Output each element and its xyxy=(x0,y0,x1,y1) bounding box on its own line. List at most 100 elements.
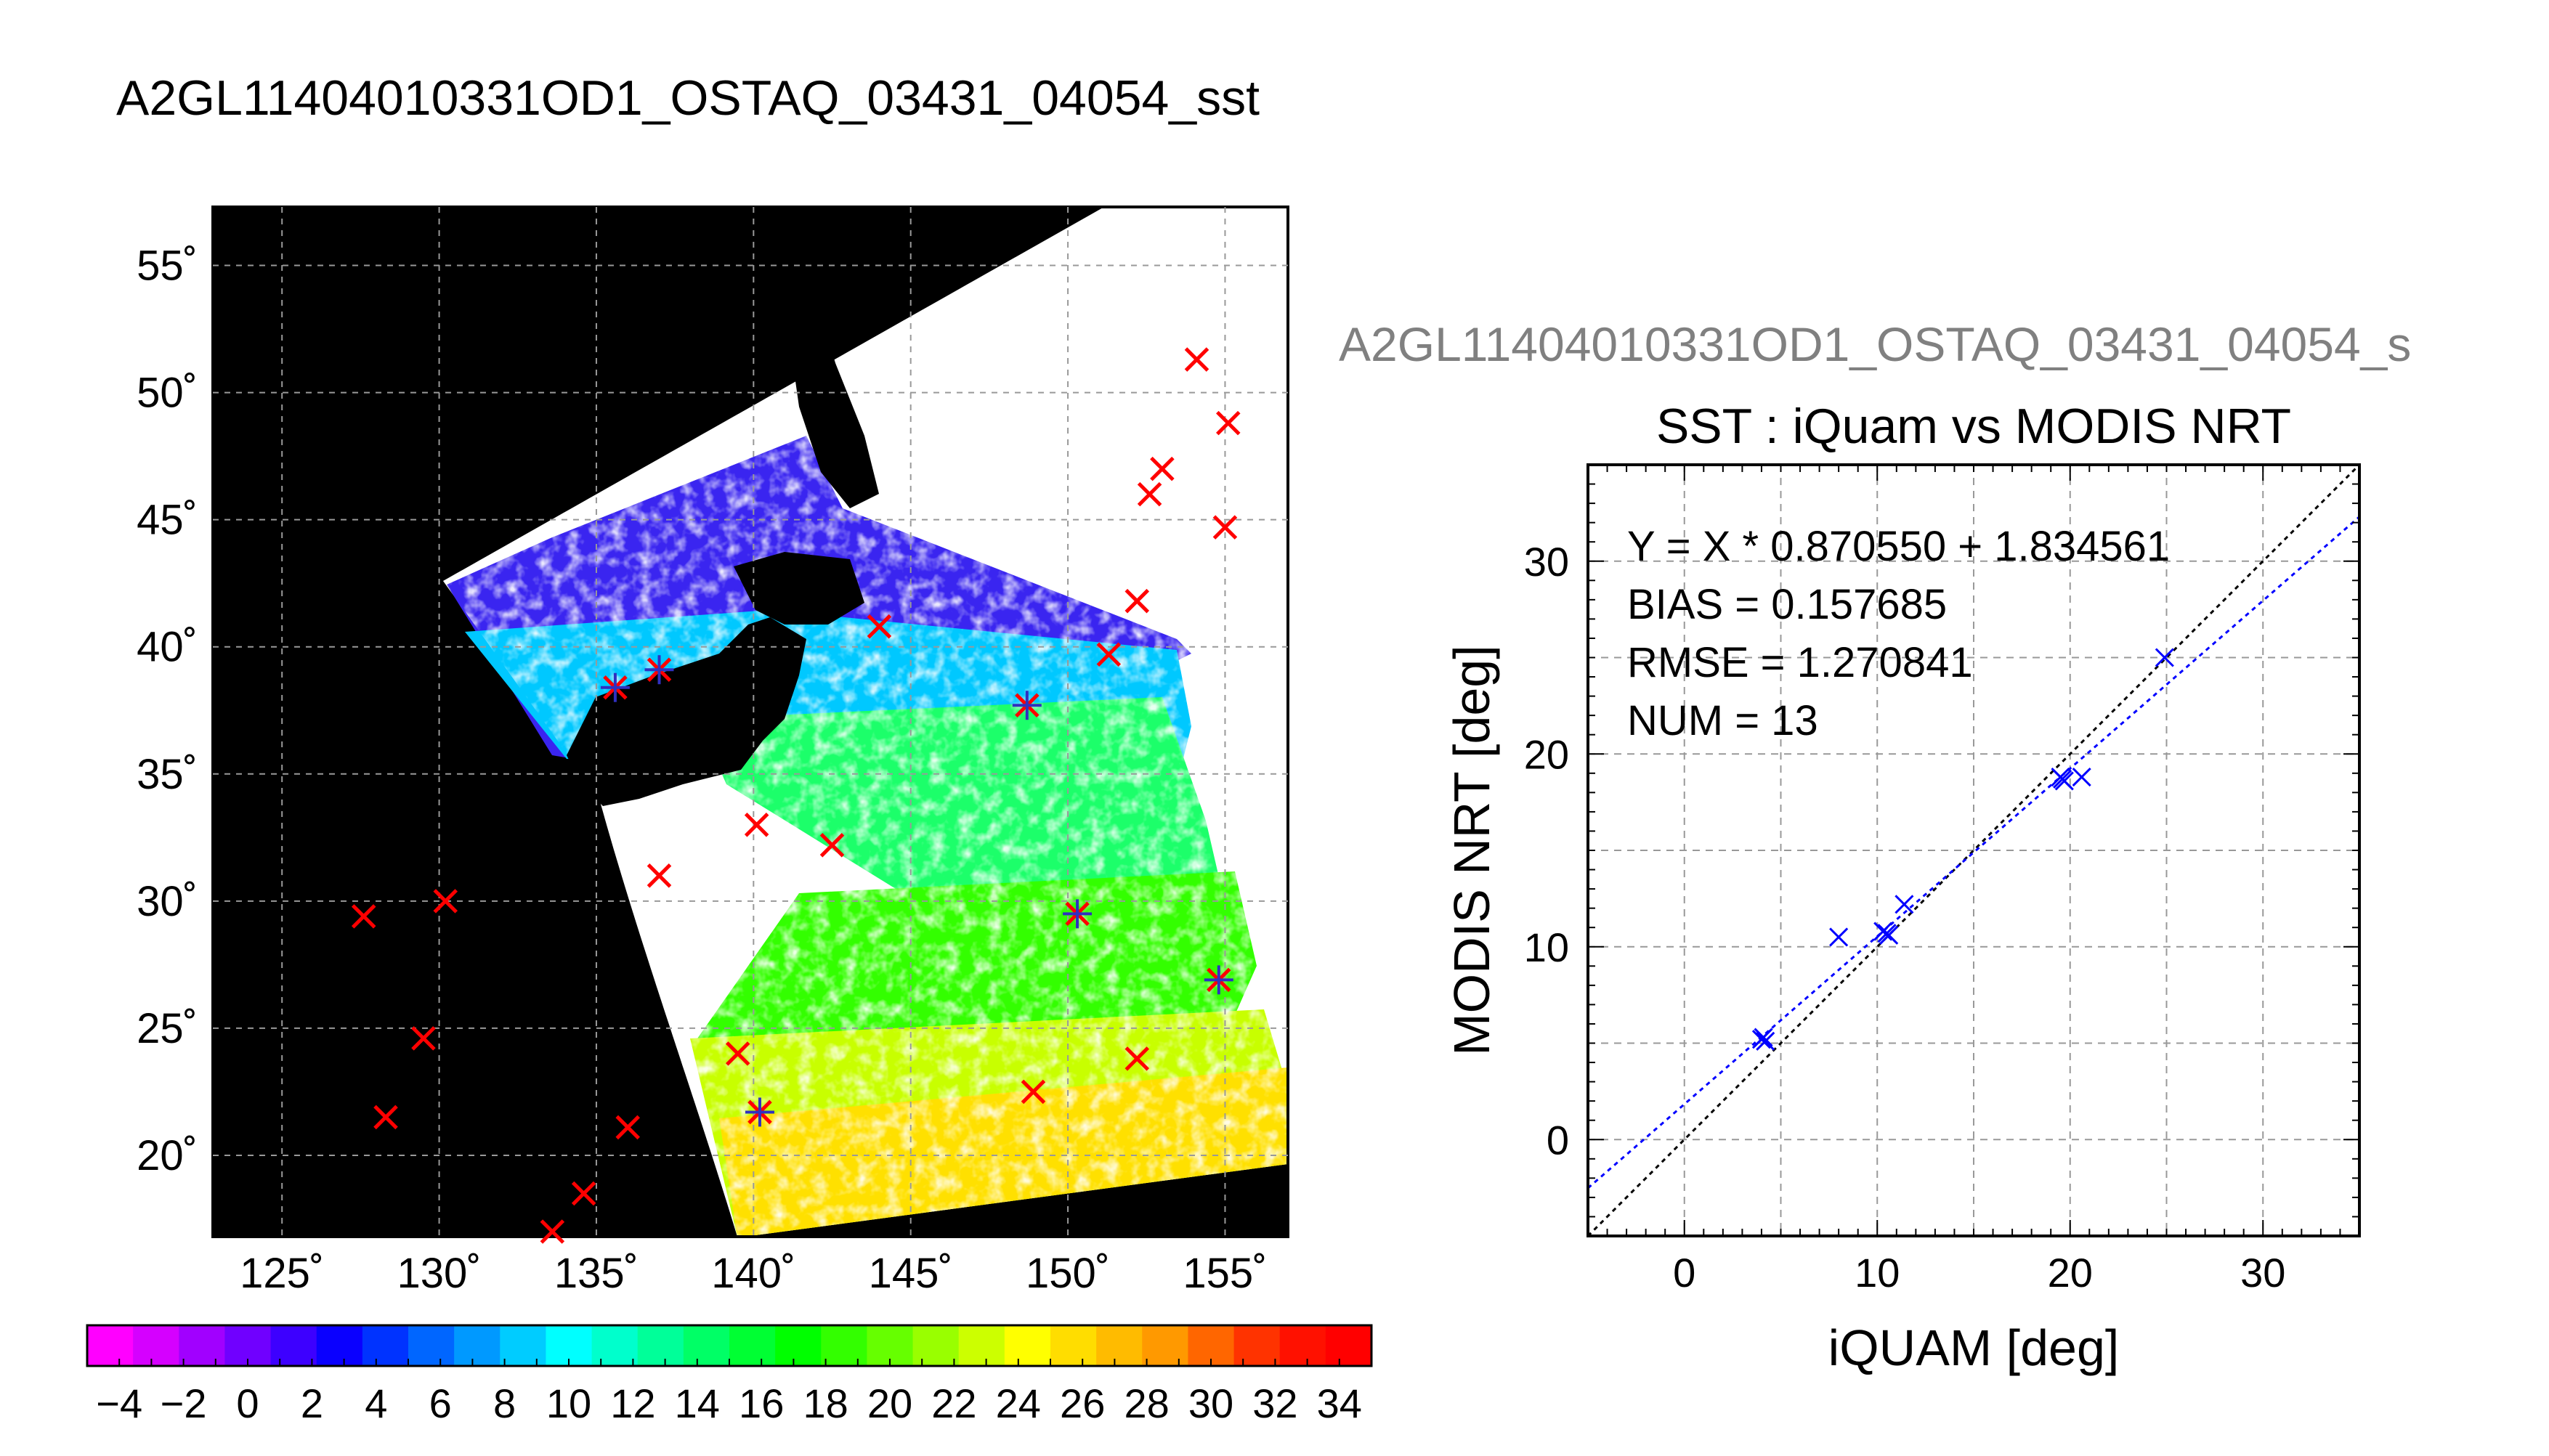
map-markers xyxy=(351,347,1241,1244)
japan-hokkaido xyxy=(734,552,864,625)
map-marker-red xyxy=(1212,515,1238,540)
stats-annotation: Y = X * 0.870550 + 1.834561 xyxy=(1627,523,2170,570)
scatter-point xyxy=(1756,1031,1775,1051)
colorbar-label: −4 xyxy=(96,1380,142,1426)
map-marker-red xyxy=(1150,456,1175,481)
scatter-point xyxy=(1894,895,1914,914)
colorbar-cell xyxy=(1325,1325,1372,1366)
scatter-point xyxy=(2072,768,2091,787)
map-marker-red xyxy=(411,1026,436,1051)
map-marker-red xyxy=(433,889,458,914)
chart-title: SST : iQuam vs MODIS NRT xyxy=(1656,399,2291,454)
map-lon-label: 135˚ xyxy=(554,1250,639,1297)
colorbar-cell xyxy=(454,1325,501,1366)
map-lon-label: 125˚ xyxy=(240,1250,324,1297)
colorbar-label: 24 xyxy=(996,1380,1041,1426)
map-lat-label: 55˚ xyxy=(137,243,198,290)
scatter-point xyxy=(1873,922,1893,941)
colorbar-label: −2 xyxy=(161,1380,207,1426)
cloud-cover xyxy=(443,207,1288,1237)
colorbar-cell xyxy=(729,1325,777,1366)
colorbar-cell xyxy=(1279,1325,1326,1366)
colorbar-cell xyxy=(500,1325,547,1366)
colorbar-cells xyxy=(86,1325,1372,1366)
stats-annotation: RMSE = 1.270841 xyxy=(1627,639,1973,686)
colorbar-label: 10 xyxy=(546,1380,591,1426)
map-lat-label: 50˚ xyxy=(137,370,198,417)
colorbar-label: 4 xyxy=(365,1380,387,1426)
map-marker-blue xyxy=(600,672,630,702)
colorbar-frame xyxy=(86,1324,1373,1367)
colorbar-label: 2 xyxy=(301,1380,323,1426)
y-tick-label: 20 xyxy=(1524,731,1569,777)
map-marker-red xyxy=(1137,481,1162,507)
scatter-point xyxy=(2053,769,2072,789)
colorbar-label: 12 xyxy=(610,1380,655,1426)
map-marker-red xyxy=(819,833,845,858)
scatter-header: A2GL11404010331OD1_OSTAQ_03431_04054_s xyxy=(1339,317,2411,371)
x-tick-label: 0 xyxy=(1673,1250,1695,1296)
map-marker-blue xyxy=(1204,965,1233,995)
map-tick-labels: 125˚ 130˚ 135˚ 140˚ 145˚ 150˚ 155˚ 20˚ 25˚ 30˚ 35˚… xyxy=(137,243,1267,1297)
map-marker-blue xyxy=(644,655,674,685)
map-marker-red xyxy=(744,813,769,837)
map-marker-red xyxy=(1124,1046,1150,1071)
colorbar-cell xyxy=(408,1325,455,1366)
y-tick-label: 10 xyxy=(1524,924,1569,970)
stats-annotation: BIAS = 0.157685 xyxy=(1627,581,1947,628)
map-graticule xyxy=(213,207,1288,1237)
map-frame xyxy=(211,206,1289,1238)
colorbar-label: 6 xyxy=(429,1380,452,1426)
sst-colorbar: −4 −2 0 2 4 6 8 10 12 14 16 18 20 22 24 26 28 30 32 34 xyxy=(86,1324,1373,1426)
stats-annotations: Y = X * 0.870550 + 1.834561 BIAS = 0.1576… xyxy=(1627,523,2170,744)
colorbar-cell xyxy=(133,1325,180,1366)
map-lon-label: 150˚ xyxy=(1026,1250,1110,1297)
map-marker-red xyxy=(867,614,892,639)
stats-annotation: NUM = 13 xyxy=(1627,697,1818,744)
colorbar-cell xyxy=(1142,1325,1189,1366)
map-marker-blue xyxy=(745,1097,774,1127)
map-lon-label: 140˚ xyxy=(711,1250,795,1297)
colorbar-cell xyxy=(637,1325,684,1366)
map-lon-label: 145˚ xyxy=(869,1250,953,1297)
x-tick-label: 30 xyxy=(2240,1250,2285,1296)
x-axis-label: iQUAM [deg] xyxy=(1828,1319,2120,1376)
map-lat-label: 40˚ xyxy=(137,624,198,671)
colorbar-label: 30 xyxy=(1188,1380,1233,1426)
map-marker-red xyxy=(540,1219,565,1244)
colorbar-cell xyxy=(270,1325,317,1366)
colorbar-cell xyxy=(821,1325,868,1366)
scatter-point xyxy=(1877,924,1897,943)
sakhalin xyxy=(785,290,879,508)
colorbar-label: 22 xyxy=(931,1380,976,1426)
sst-map: 125˚ 130˚ 135˚ 140˚ 145˚ 150˚ 155˚ 20˚ 25˚ 30˚ 35˚… xyxy=(137,206,1289,1297)
colorbar-labels: −4 −2 0 2 4 6 8 10 12 14 16 18 20 22 24 26 28 30 32 34 xyxy=(96,1380,1362,1426)
colorbar-cell xyxy=(683,1325,730,1366)
y-tick-label: 0 xyxy=(1547,1117,1569,1163)
colorbar-cell xyxy=(912,1325,960,1366)
asia-mainland xyxy=(213,207,785,552)
one-to-one-line xyxy=(1588,465,2359,1236)
map-marker-blue xyxy=(1012,691,1042,720)
map-marker-red xyxy=(1096,642,1122,667)
scatter-points xyxy=(1751,648,2174,1051)
colorbar-cell xyxy=(958,1325,1005,1366)
colorbar-cell xyxy=(362,1325,409,1366)
colorbar-label: 14 xyxy=(675,1380,720,1426)
colorbar-cell xyxy=(1096,1325,1143,1366)
colorbar-label: 28 xyxy=(1124,1380,1169,1426)
map-marker-red xyxy=(571,1181,596,1206)
map-marker-red xyxy=(1021,1079,1046,1105)
colorbar-cell xyxy=(1004,1325,1051,1366)
map-marker-red xyxy=(615,1115,640,1140)
colorbar-label: 32 xyxy=(1252,1380,1297,1426)
map-marker-red xyxy=(1216,410,1241,436)
map-lat-label: 45˚ xyxy=(137,497,198,544)
map-marker-blue xyxy=(1063,899,1093,929)
colorbar-label: 18 xyxy=(803,1380,848,1426)
colorbar-cell xyxy=(316,1325,363,1366)
scatter-point xyxy=(1829,927,1849,947)
x-tick-label: 20 xyxy=(2048,1250,2093,1296)
